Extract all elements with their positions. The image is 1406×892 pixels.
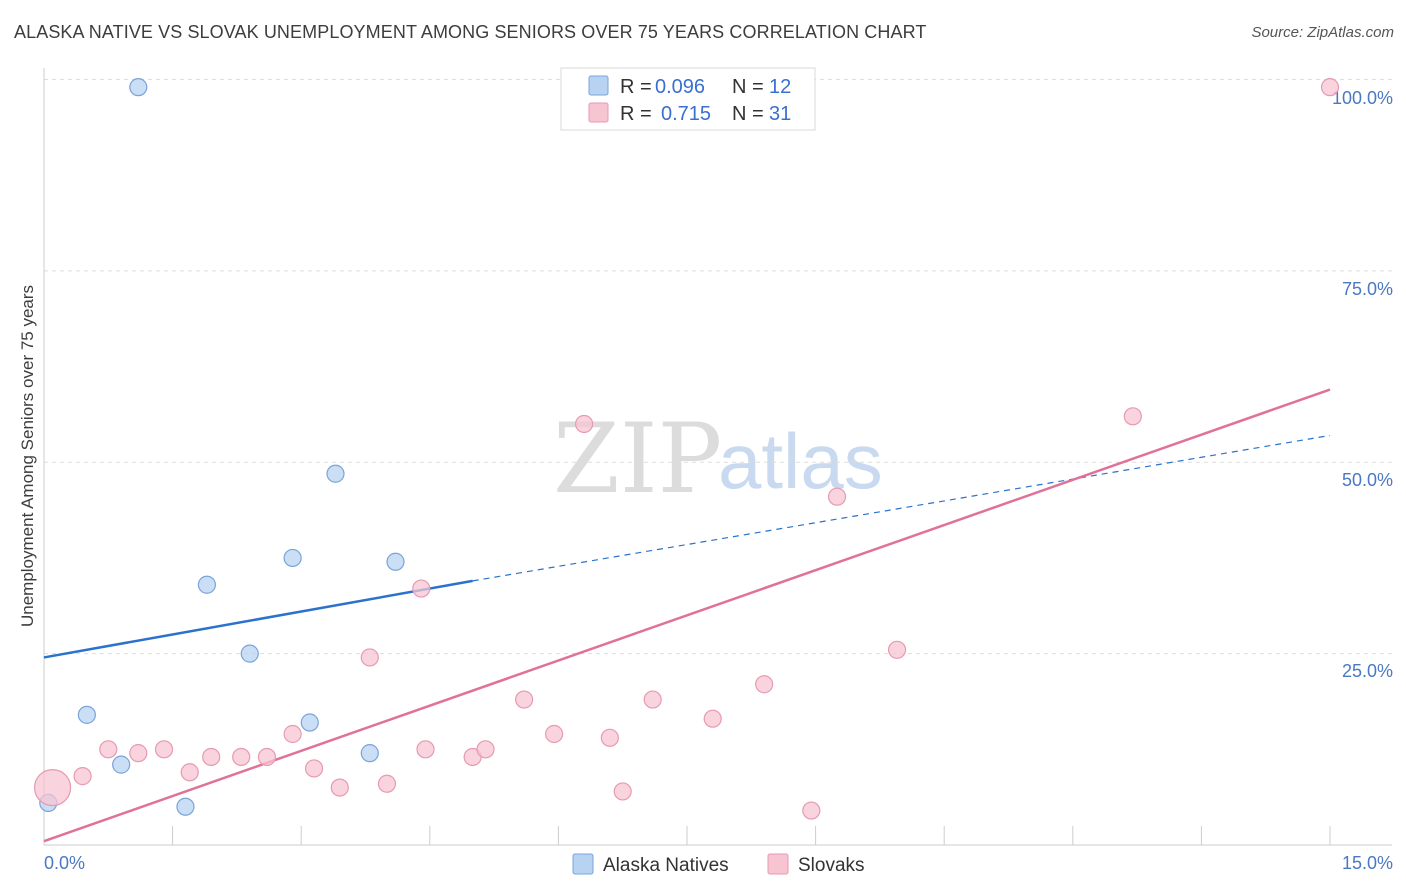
point-slovaks <box>476 740 495 759</box>
point-slovaks <box>545 724 564 744</box>
point-slovaks <box>1123 407 1142 426</box>
y-tick-label-100: 100.0% <box>1332 88 1393 108</box>
trend-line-alaska-natives <box>43 579 473 659</box>
point-alaska-natives <box>386 552 405 571</box>
y-axis-title: Unemployment Among Seniors over 75 years <box>18 285 37 627</box>
point-slovaks <box>73 767 92 786</box>
legend-r-label-blue: R = <box>620 76 652 98</box>
point-slovaks <box>1320 78 1340 97</box>
point-slovaks <box>755 675 774 694</box>
axes <box>43 68 1392 846</box>
point-slovaks <box>360 648 379 667</box>
point-alaska-natives <box>360 744 379 763</box>
point-slovaks <box>257 747 277 767</box>
point-alaska-natives <box>326 464 345 483</box>
data-points <box>33 78 1340 820</box>
legend-n-label-blue: N = <box>732 76 764 98</box>
legend-n-label-pink: N = <box>732 103 764 125</box>
legend-swatch-blue <box>588 75 609 96</box>
point-slovaks <box>827 487 847 506</box>
point-alaska-natives <box>197 575 216 594</box>
x-tick-label-max: 15.0% <box>1342 853 1393 873</box>
legend-r-value-blue: 0.096 <box>655 76 705 98</box>
series-legend-swatch-slovaks <box>767 853 789 875</box>
legend-n-value-blue: 12 <box>769 76 791 98</box>
point-alaska-natives <box>129 78 148 97</box>
y-tick-label-50: 50.0% <box>1342 470 1393 490</box>
point-slovaks <box>887 640 907 659</box>
point-slovaks <box>180 763 199 782</box>
point-slovaks <box>515 690 534 709</box>
trend-line-slovaks <box>43 388 1331 843</box>
legend-swatch-pink <box>588 102 609 123</box>
y-tick-label-25: 25.0% <box>1342 661 1393 681</box>
point-alaska-natives <box>77 705 96 724</box>
point-slovaks <box>330 778 349 797</box>
legend-r-label-pink: R = <box>620 103 652 125</box>
trend-lines <box>43 388 1331 843</box>
point-slovaks <box>377 774 397 793</box>
watermark: ZIP atlas <box>553 403 883 515</box>
point-alaska-natives <box>240 644 259 663</box>
x-tick-label-min: 0.0% <box>44 853 85 873</box>
watermark-atlas: atlas <box>718 417 883 505</box>
point-slovaks <box>613 782 632 801</box>
legend-r-value-pink: 0.715 <box>661 103 711 125</box>
point-slovaks <box>304 759 324 778</box>
series-legend-label-slovaks: Slovaks <box>798 855 865 876</box>
point-alaska-natives <box>176 797 195 816</box>
point-slovaks <box>283 724 302 744</box>
series-legend: Alaska Natives Slovaks <box>572 853 865 876</box>
chart-source: Source: ZipAtlas.com <box>1251 24 1394 41</box>
stats-legend: R = 0.096 N = 12 R = 0.715 N = 31 <box>560 67 816 131</box>
series-legend-label-alaska: Alaska Natives <box>603 855 729 876</box>
point-slovaks <box>575 414 594 434</box>
x-ticks <box>172 826 1331 845</box>
point-slovaks <box>154 740 174 759</box>
point-alaska-natives <box>112 755 131 774</box>
point-slovaks <box>33 768 72 807</box>
y-tick-labels: 25.0% 50.0% 75.0% 100.0% <box>1332 88 1393 681</box>
y-tick-label-75: 75.0% <box>1342 279 1393 299</box>
gridlines <box>44 79 1392 655</box>
chart-title: ALASKA NATIVE VS SLOVAK UNEMPLOYMENT AMO… <box>14 22 927 42</box>
point-slovaks <box>802 801 821 820</box>
point-slovaks <box>643 690 662 709</box>
point-slovaks <box>703 709 722 728</box>
point-slovaks <box>232 747 251 767</box>
point-slovaks <box>600 728 619 747</box>
point-slovaks <box>99 740 118 759</box>
series-legend-swatch-alaska <box>572 853 594 875</box>
trend-line-alaska-natives-extension <box>472 434 1331 582</box>
point-slovaks <box>202 747 221 767</box>
point-slovaks <box>416 740 435 759</box>
legend-n-value-pink: 31 <box>769 103 791 125</box>
point-slovaks <box>412 579 431 598</box>
point-alaska-natives <box>283 548 302 568</box>
point-alaska-natives <box>300 713 319 732</box>
point-slovaks <box>129 744 148 763</box>
